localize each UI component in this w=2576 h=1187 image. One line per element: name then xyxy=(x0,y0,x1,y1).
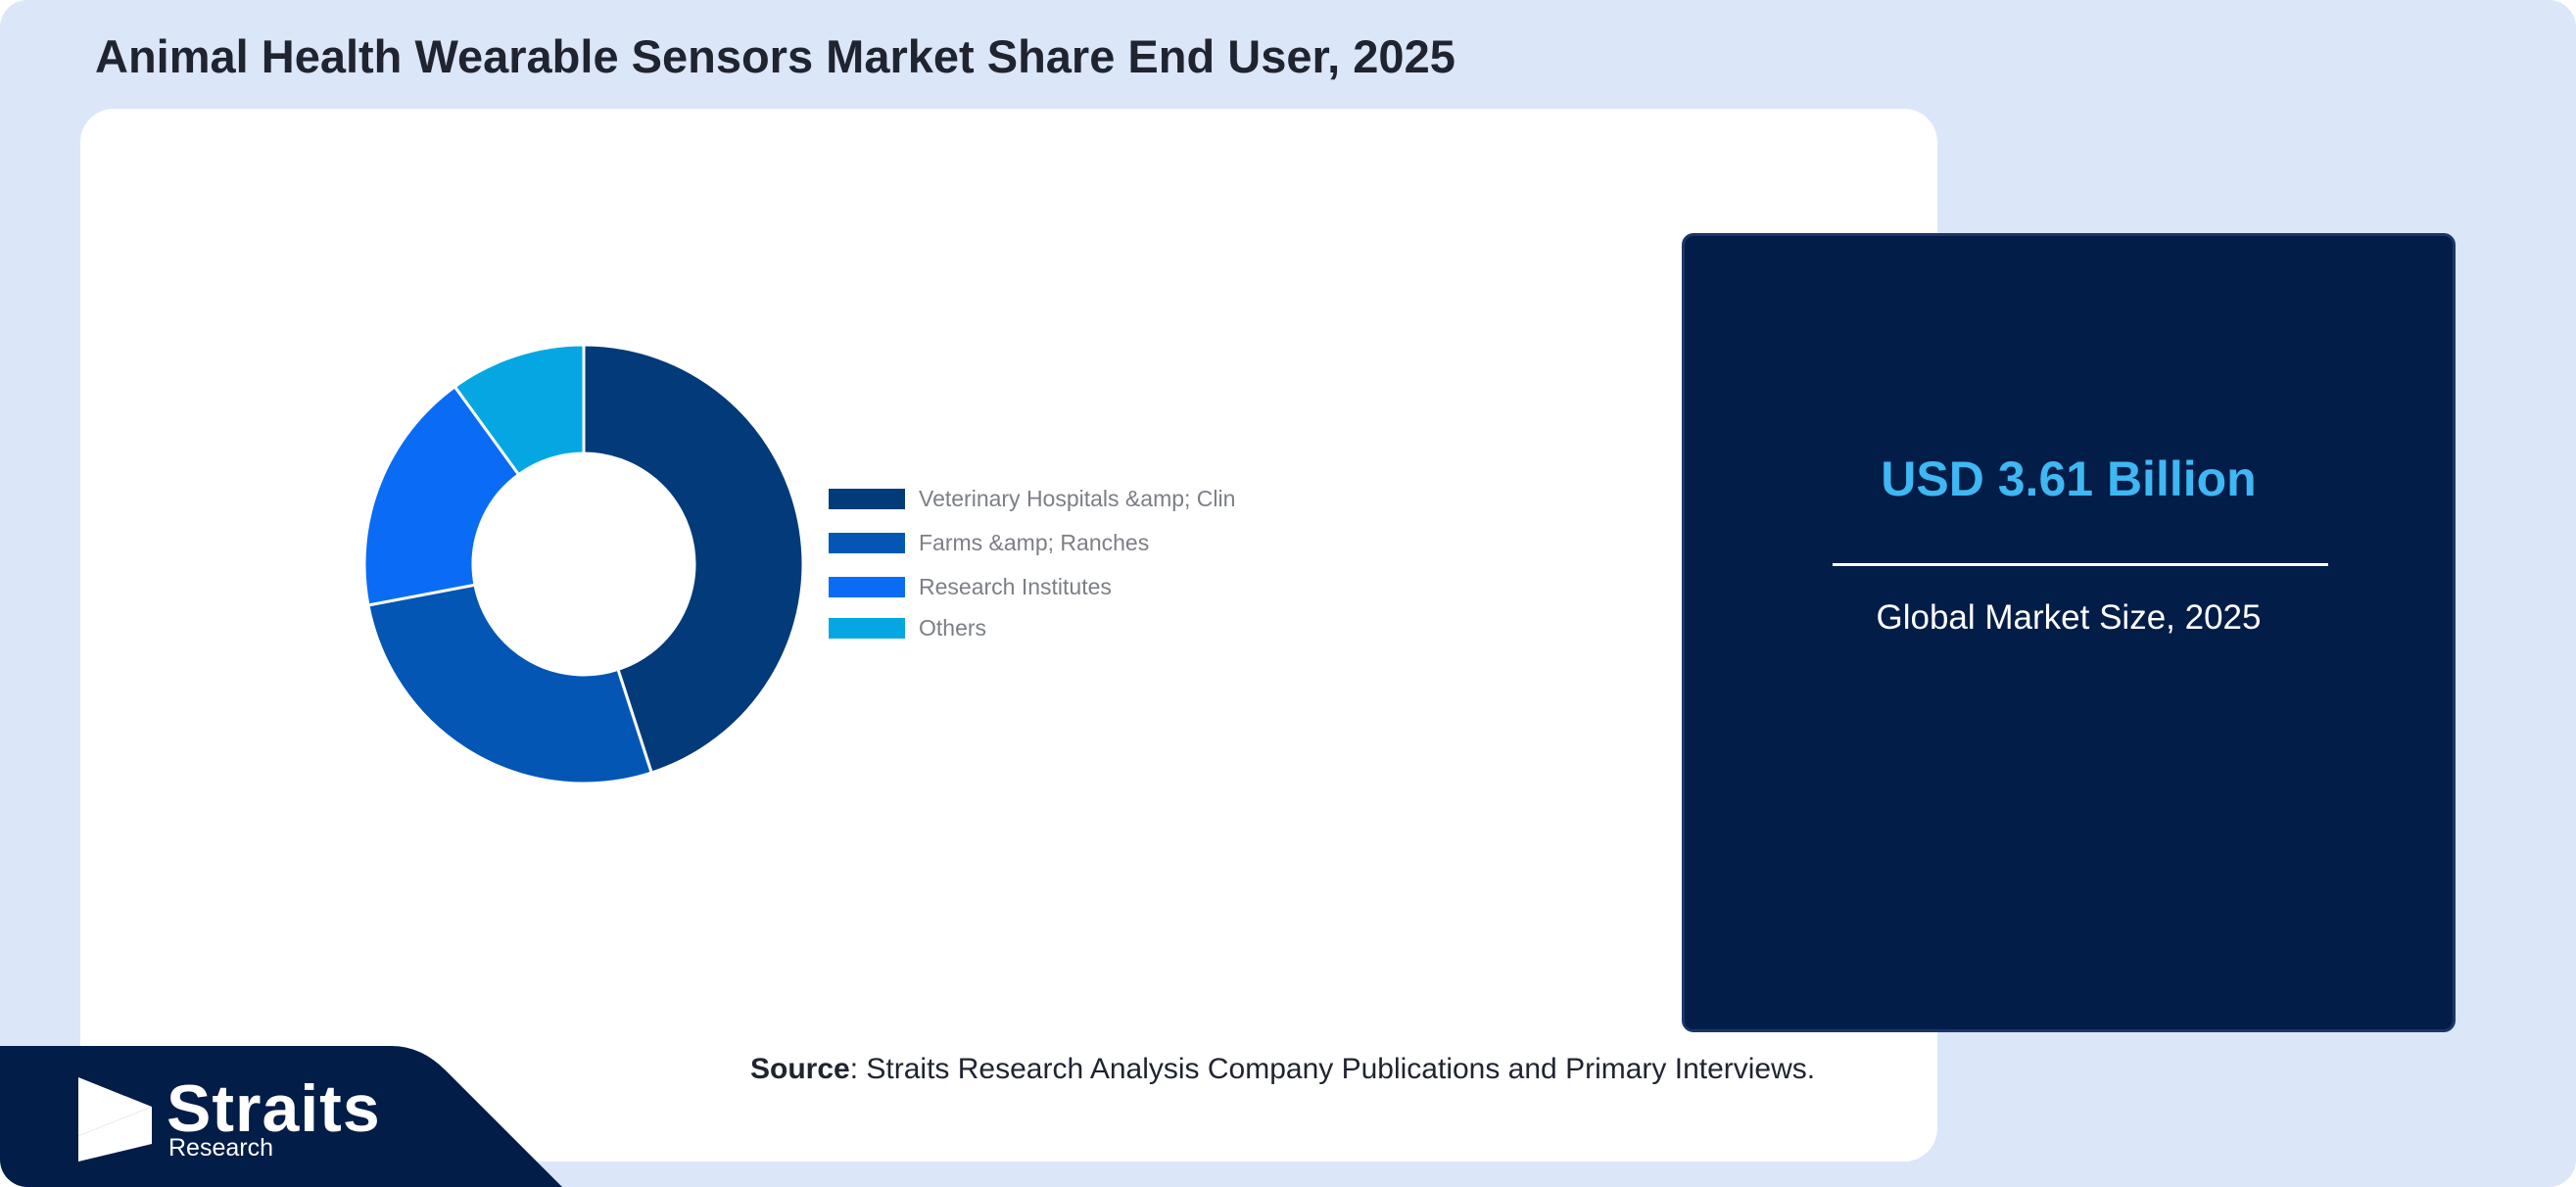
legend-item: Veterinary Hospitals &amp; Clin xyxy=(829,484,1235,513)
straits-logo-icon xyxy=(78,1077,152,1162)
legend-item: Farms &amp; Ranches xyxy=(829,528,1149,557)
source-note: Source: Straits Research Analysis Compan… xyxy=(750,1053,1815,1086)
donut-chart xyxy=(362,343,805,785)
donut-slice-farms-amp-ranches xyxy=(366,583,654,785)
donut-slice-veterinary-hospitals-amp-clin xyxy=(582,343,805,775)
market-size-label: Global Market Size, 2025 xyxy=(1876,598,2262,637)
legend-label: Farms &amp; Ranches xyxy=(919,529,1150,555)
market-divider xyxy=(1833,563,2328,566)
legend-swatch xyxy=(829,576,905,597)
donut-slice-research-institutes xyxy=(362,384,521,607)
brand-name: Straits xyxy=(167,1071,381,1146)
legend-item: Research Institutes xyxy=(829,572,1112,601)
legend-swatch xyxy=(829,617,905,639)
brand-band xyxy=(0,1046,562,1187)
source-text: : Straits Research Analysis Company Publ… xyxy=(849,1053,1816,1085)
donut-slice-others xyxy=(453,343,586,477)
legend-swatch xyxy=(829,488,905,509)
legend-label: Others xyxy=(919,614,987,641)
legend-label: Veterinary Hospitals &amp; Clin xyxy=(919,485,1236,511)
legend-label: Research Institutes xyxy=(919,573,1112,599)
source-label: Source xyxy=(750,1053,850,1085)
market-size-value: USD 3.61 Billion xyxy=(1881,451,2257,506)
brand-subtitle: Research xyxy=(168,1134,273,1162)
page-title: Animal Health Wearable Sensors Market Sh… xyxy=(95,30,1455,82)
legend-item: Others xyxy=(829,613,986,642)
market-size-card: USD 3.61 Billion Global Market Size, 202… xyxy=(1682,233,2456,1032)
legend-swatch xyxy=(829,532,905,553)
